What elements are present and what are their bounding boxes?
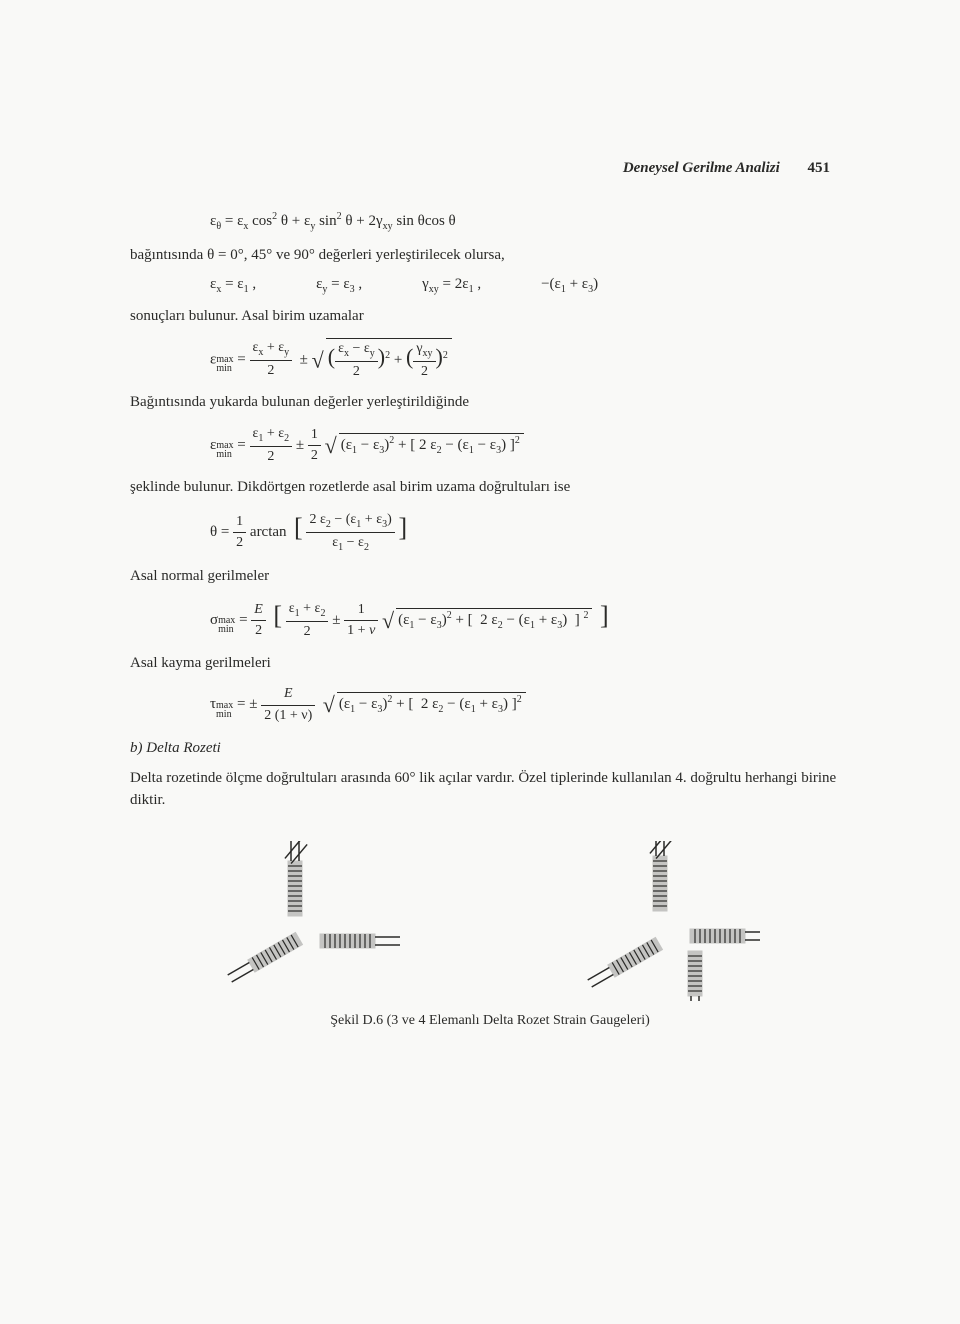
equation-6: σmaxmin = E2 [ ε1 + ε22 ± 11 + ν √(ε1 − … <box>210 597 850 642</box>
paragraph-7: Delta rozetinde ölçme doğrultuları arası… <box>130 768 850 812</box>
header-title: Deneysel Gerilme Analizi <box>623 160 780 176</box>
eq2-a: εx = ε1 , <box>210 274 256 298</box>
equation-1: εθ = εx cos2 θ + εy sin2 θ + 2γxy sin θc… <box>210 210 850 235</box>
equation-4: εmaxmin = ε1 + ε22 ± 12 √(ε1 − ε3)2 + [ … <box>210 424 850 468</box>
page: Deneysel Gerilme Analizi 451 εθ = εx cos… <box>0 0 960 1324</box>
eq2-b: εy = ε3 , <box>316 274 362 298</box>
equation-5: θ = 12 arctan [ 2 ε2 − (ε1 + ε3)ε1 − ε2 … <box>210 509 850 555</box>
delta-rosette-4-icon <box>580 841 760 1001</box>
page-header: Deneysel Gerilme Analizi 451 <box>623 160 830 177</box>
paragraph-2: sonuçları bulunur. Asal birim uzamalar <box>130 306 850 328</box>
paragraph-6: Asal kayma gerilmeleri <box>130 653 850 675</box>
page-number: 451 <box>808 160 831 176</box>
paragraph-1: bağıntısında θ = 0°, 45° ve 90° değerler… <box>130 245 850 267</box>
paragraph-4: şeklinde bulunur. Dikdörtgen rozetlerde … <box>130 477 850 499</box>
eq2-d: −(ε1 + ε3) <box>541 274 598 298</box>
figure-caption: Şekil D.6 (3 ve 4 Elemanlı Delta Rozet S… <box>130 1011 850 1031</box>
paragraph-5: Asal normal gerilmeler <box>130 566 850 588</box>
delta-rosette-3-icon <box>220 841 400 991</box>
equation-3: εmaxmin = εx + εy2 ± √ (εx − εy2)2 + (γx… <box>210 338 850 383</box>
section-b-heading: b) Delta Rozeti <box>130 738 850 760</box>
eq2-c: γxy = 2ε1 , <box>422 274 481 298</box>
paragraph-3: Bağıntısında yukarda bulunan değerler ye… <box>130 392 850 414</box>
equation-7: τmaxmin = ± E2 (1 + ν) √(ε1 − ε3)2 + [ 2… <box>210 684 850 726</box>
equation-2-row: εx = ε1 , εy = ε3 , γxy = 2ε1 , −(ε1 + ε… <box>210 274 850 298</box>
eq5-fn: arctan <box>250 524 287 540</box>
figure-row <box>130 841 850 1001</box>
content: εθ = εx cos2 θ + εy sin2 θ + 2γxy sin θc… <box>130 210 850 1032</box>
eq5-lhs: θ = <box>210 524 229 540</box>
